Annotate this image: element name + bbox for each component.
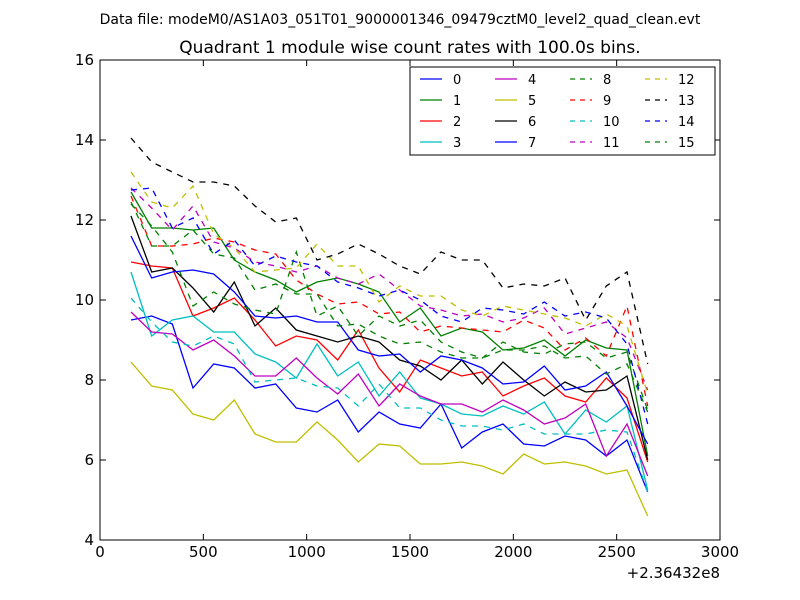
series-group bbox=[130, 137, 649, 517]
x-tick-label: 1500 bbox=[391, 543, 429, 561]
y-tick-label: 12 bbox=[75, 211, 94, 229]
legend-label-10: 10 bbox=[603, 115, 620, 130]
legend-label-0: 0 bbox=[453, 73, 461, 88]
x-tick-label: 0 bbox=[95, 543, 105, 561]
series-line-7 bbox=[130, 235, 649, 445]
y-tick-label: 8 bbox=[84, 371, 94, 389]
y-tick-label: 10 bbox=[75, 291, 94, 309]
series-line-10 bbox=[130, 297, 649, 493]
legend-box bbox=[409, 66, 716, 156]
x-offset-label: +2.36432e8 bbox=[627, 564, 720, 582]
y-tick-label: 6 bbox=[84, 451, 94, 469]
legend-label-15: 15 bbox=[678, 136, 695, 151]
series-line-12 bbox=[130, 171, 649, 395]
series-line-6 bbox=[130, 215, 649, 461]
series-line-4 bbox=[130, 311, 649, 477]
legend-label-6: 6 bbox=[528, 115, 536, 130]
chart-suptitle: Data file: modeM0/AS1A03_051T01_90000013… bbox=[100, 12, 701, 28]
x-tick-label: 2500 bbox=[598, 543, 636, 561]
x-tick-label: 500 bbox=[189, 543, 218, 561]
series-line-14 bbox=[130, 187, 649, 425]
series-line-13 bbox=[130, 137, 649, 365]
x-tick-label: 2000 bbox=[494, 543, 532, 561]
series-line-2 bbox=[130, 261, 649, 463]
legend-label-3: 3 bbox=[453, 136, 461, 151]
y-tick-label: 14 bbox=[75, 131, 94, 149]
legend-label-9: 9 bbox=[603, 94, 611, 109]
chart-title: Quadrant 1 module wise count rates with … bbox=[179, 38, 640, 58]
series-line-3 bbox=[130, 271, 649, 491]
x-tick-label: 1000 bbox=[288, 543, 326, 561]
legend-label-8: 8 bbox=[603, 73, 611, 88]
legend-label-7: 7 bbox=[528, 136, 536, 151]
legend-label-4: 4 bbox=[528, 73, 536, 88]
plot-area: 0 500 1000 1500 2000 2500 30004681012141601234… bbox=[75, 51, 739, 561]
legend-label-12: 12 bbox=[678, 73, 695, 88]
legend-label-1: 1 bbox=[453, 94, 461, 109]
series-line-0 bbox=[130, 315, 649, 493]
series-line-1 bbox=[130, 191, 649, 457]
legend-label-11: 11 bbox=[603, 136, 620, 151]
y-tick-label: 16 bbox=[75, 51, 94, 69]
series-line-9 bbox=[130, 195, 649, 407]
legend-label-14: 14 bbox=[678, 115, 695, 130]
series-line-8 bbox=[130, 203, 649, 411]
legend-label-2: 2 bbox=[453, 115, 461, 130]
x-tick-label: 3000 bbox=[701, 543, 739, 561]
legend-label-13: 13 bbox=[678, 94, 695, 109]
y-tick-label: 4 bbox=[84, 531, 94, 549]
series-line-5 bbox=[130, 361, 649, 517]
legend-label-5: 5 bbox=[528, 94, 536, 109]
series-line-11 bbox=[130, 187, 649, 391]
